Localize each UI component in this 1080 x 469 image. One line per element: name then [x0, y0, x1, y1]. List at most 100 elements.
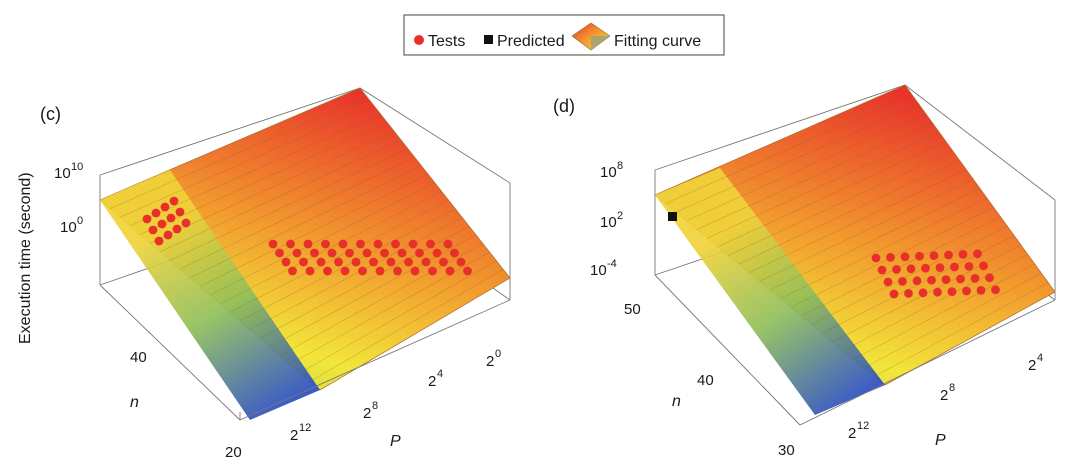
legend-box — [403, 14, 725, 56]
panel-c-mesh-line — [209, 182, 436, 296]
panel-c-surface-mesh — [109, 96, 504, 382]
panel-d-test-point — [941, 275, 951, 284]
panel-d-mesh-line — [811, 225, 1008, 325]
panel-d-surface-shadow-region — [655, 168, 885, 415]
svg-text:2: 2 — [363, 405, 371, 422]
panel-c-test-point — [345, 248, 354, 258]
panel-d-mesh-line — [780, 197, 987, 299]
panel-d-mesh-line — [738, 160, 960, 265]
panel-c-n-axis-title: n — [130, 394, 139, 411]
svg-text:0: 0 — [495, 348, 501, 360]
panel-d-predicted-point — [668, 212, 677, 221]
panel-c-test-point — [303, 239, 313, 249]
panel-d-test-point — [973, 249, 982, 259]
legend-tests-label: Tests — [428, 33, 465, 50]
panel-c-test-point — [356, 239, 365, 249]
panel-d-mesh-line — [863, 272, 1042, 368]
panel-c-mesh-line — [249, 217, 463, 330]
svg-text:8: 8 — [372, 400, 378, 412]
panel-c-test-point — [169, 196, 179, 206]
svg-text:12: 12 — [299, 422, 311, 434]
panel-d-mesh-line — [748, 169, 967, 273]
panel-c-test-point — [338, 239, 348, 249]
legend-surface-icon — [571, 22, 611, 51]
panel-d-z-tick-2: 10 -4 — [590, 258, 617, 279]
panel-d-test-point — [964, 262, 974, 271]
panel-c-test-point — [142, 214, 152, 224]
svg-text:2: 2 — [848, 425, 856, 442]
panel-c-test-point — [358, 266, 367, 276]
panel-c-test-point — [415, 248, 424, 258]
svg-text:2: 2 — [486, 353, 494, 370]
panel-d-mesh-line — [874, 282, 1049, 377]
svg-text:10: 10 — [590, 262, 607, 279]
svg-text:2: 2 — [617, 210, 623, 222]
panel-c-mesh-line — [269, 234, 477, 348]
panel-c-test-point — [305, 266, 315, 276]
panel-d-test-point — [918, 288, 928, 298]
svg-text:10: 10 — [60, 219, 77, 236]
panel-c-test-point — [439, 257, 448, 267]
panel-c-test-point — [443, 239, 453, 249]
panel-d-front-frame — [654, 274, 1056, 426]
svg-text:-4: -4 — [607, 258, 617, 270]
svg-text:2: 2 — [940, 387, 948, 404]
panel-c-test-point — [181, 218, 191, 228]
panel-d-test-point — [915, 251, 924, 261]
panel-d-p-tick-2: 2 4 — [1028, 352, 1043, 374]
panel-c-test-point — [151, 208, 161, 218]
panel-c-test-point — [386, 257, 396, 267]
panel-d-test-point — [892, 265, 901, 274]
panel-d-test-point — [950, 262, 959, 272]
svg-text:8: 8 — [949, 382, 955, 394]
svg-text:4: 4 — [437, 368, 443, 380]
panel-c-test-point — [375, 266, 385, 276]
panel-c-test-point — [456, 257, 466, 267]
panel-c-test-point — [340, 266, 350, 276]
panel-c-mesh-line — [199, 174, 429, 287]
svg-text:0: 0 — [77, 215, 83, 227]
panel-d-z-tick-1: 10 2 — [600, 210, 623, 231]
panel-c-front-frame — [99, 284, 511, 421]
panel-d-mesh-line — [675, 103, 919, 213]
panel-c-mesh-line — [169, 148, 408, 261]
panel-c-test-point — [410, 266, 420, 276]
panel-d-test-point — [929, 251, 939, 260]
panel-c-mesh-line — [239, 208, 456, 322]
panel-c-test-point — [408, 239, 418, 249]
panel-c-test-point — [292, 248, 302, 258]
panel-c-test-point — [148, 225, 158, 235]
panel-c-mesh-line — [189, 165, 422, 278]
panel-d-test-point — [935, 263, 945, 272]
panel-c-test-point — [373, 239, 383, 249]
panel-d-test-point — [883, 277, 893, 287]
legend-predicted-marker — [484, 35, 493, 44]
panel-c-test-point — [450, 248, 459, 258]
panel-c-p-axis-title: P — [390, 433, 401, 450]
panel-c-mesh-line — [129, 113, 381, 227]
panel-d: (d) 10 8 10 2 10 -4 50 40 — [553, 84, 1056, 459]
panel-c-test-point — [391, 239, 400, 249]
panel-c-label: (c) — [40, 104, 61, 124]
panel-d-test-point — [991, 285, 1000, 295]
svg-text:4: 4 — [1037, 352, 1043, 364]
panel-d-test-point — [906, 264, 916, 274]
panel-d-test-point — [927, 275, 936, 285]
panel-d-mesh-line — [853, 263, 1035, 360]
svg-text:2: 2 — [1028, 357, 1036, 374]
panel-c-test-point — [163, 230, 173, 240]
panel-c-mesh-line — [179, 156, 415, 270]
panel-c-test-point — [175, 207, 185, 217]
panel-d-test-point — [979, 261, 988, 271]
legend-fitting-label: Fitting curve — [614, 33, 701, 50]
svg-text:10: 10 — [600, 214, 617, 231]
panel-c-mesh-line — [299, 260, 497, 373]
panel-c-test-point — [362, 248, 372, 258]
legend: Tests Predicted Fitting curve — [403, 14, 725, 56]
panel-c-n-tick-0: 40 — [130, 349, 147, 366]
panel-c-test-point — [157, 219, 167, 229]
panel-d-test-point — [900, 252, 910, 262]
panel-c-p-tick-1: 2 8 — [363, 400, 378, 422]
panel-c-z-tick-0: 10 10 — [54, 161, 83, 182]
